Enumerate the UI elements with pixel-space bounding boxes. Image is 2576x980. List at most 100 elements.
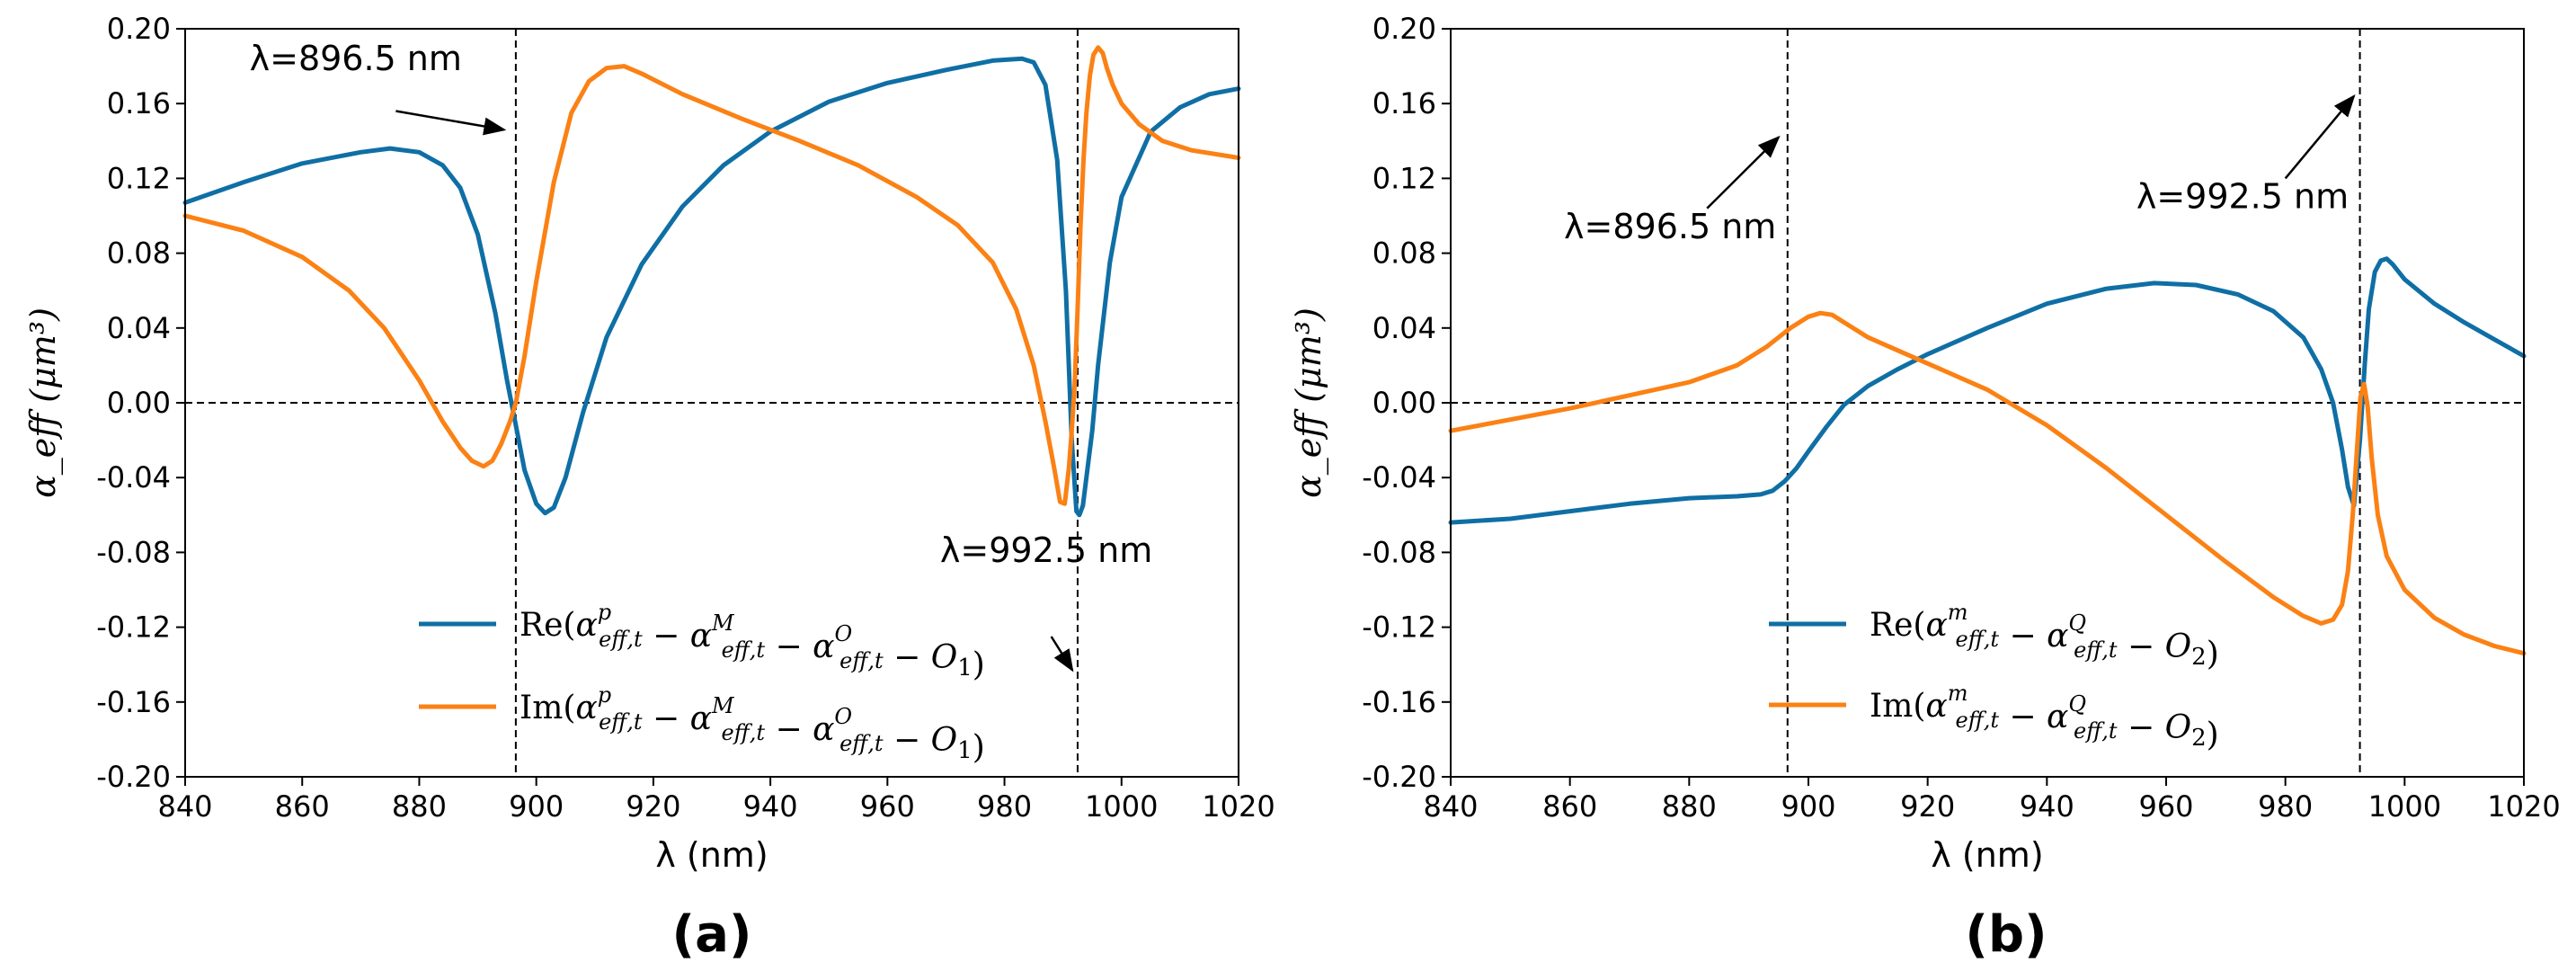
legend-alpha: α: [813, 711, 834, 748]
legend-minus: −: [643, 618, 690, 655]
resonance-annotation: λ=896.5 nm: [1564, 207, 1776, 246]
legend-o: O: [2165, 628, 2192, 665]
legend-superscript: m: [1948, 600, 1968, 625]
legend-subscript: eff,t: [1955, 708, 1999, 733]
legend-label-im: Im(αp eff,t − αM eff,t − αO eff,t − O1): [520, 682, 985, 766]
x-tick-label: 880: [392, 789, 447, 824]
x-tick-label: 1020: [1202, 789, 1275, 824]
y-tick-label: 0.08: [1372, 236, 1436, 271]
y-tick-label: -0.12: [1362, 610, 1436, 645]
y-tick-label: -0.20: [1362, 760, 1436, 794]
x-tick-label: 960: [2138, 789, 2193, 824]
y-tick-label: -0.04: [96, 460, 171, 494]
x-tick-label: 940: [743, 789, 798, 824]
legend-superscript: O: [834, 704, 852, 729]
y-tick-label: 0.12: [1372, 161, 1436, 195]
legend-subscript: 2: [2191, 644, 2207, 671]
x-tick-label: 980: [977, 789, 1032, 824]
legend-o: O: [931, 639, 958, 676]
legend-superscript: O: [834, 621, 852, 646]
y-tick-label: -0.20: [96, 760, 171, 794]
legend-suffix: ): [2207, 717, 2219, 753]
x-tick-label: 980: [2258, 789, 2313, 824]
y-tick-label: 0.08: [107, 236, 171, 271]
legend-alpha: α: [2047, 618, 2068, 655]
legend-alpha: α: [575, 607, 597, 644]
x-tick-label: 880: [1662, 789, 1717, 824]
panel-label: (a): [672, 905, 752, 964]
series-line-re: [1448, 256, 2527, 525]
legend-subscript: eff,t: [599, 627, 643, 652]
legend-suffix: ): [2207, 636, 2219, 673]
legend-minus: −: [2118, 709, 2165, 746]
legend-superscript: M: [711, 693, 735, 718]
x-tick-label: 960: [860, 789, 915, 824]
legend-minus: −: [765, 628, 813, 665]
legend-minus: −: [1999, 618, 2047, 655]
legend-subscript: 2: [2191, 725, 2207, 752]
y-tick-label: 0.04: [1372, 311, 1436, 345]
legend-subscript: 1: [957, 655, 973, 682]
legend-subscript: eff,t: [722, 637, 766, 663]
series-line-im: [182, 45, 1241, 506]
legend-prefix: Re(: [520, 607, 575, 644]
x-tick-label: 860: [1542, 789, 1597, 824]
y-tick-label: 0.16: [1372, 86, 1436, 120]
y-tick-label: 0.00: [1372, 386, 1436, 420]
legend-o: O: [2165, 709, 2192, 746]
x-tick-label: 840: [1423, 789, 1478, 824]
legend-suffix: ): [973, 729, 985, 766]
panel-a: 840 860 880 900 920 940 960 980 1000 1020 0.20 0.16…: [23, 12, 1275, 964]
legend-prefix: Im(: [1870, 688, 1925, 725]
legend-label-re: Re(αp eff,t − αM eff,t − αO eff,t − O1): [520, 600, 985, 683]
legend-prefix: Im(: [520, 690, 575, 726]
x-tick-label: 900: [509, 789, 564, 824]
x-axis-label: λ (nm): [1931, 835, 2043, 875]
legend-subscript: eff,t: [839, 648, 884, 673]
y-tick-label: 0.00: [107, 386, 171, 420]
legend-superscript: m: [1948, 681, 1968, 706]
legend-suffix: ): [973, 646, 985, 683]
x-tick-label: 1000: [2368, 789, 2441, 824]
legend-alpha: α: [690, 618, 712, 655]
legend-subscript: 1: [957, 737, 973, 764]
legend-superscript: Q: [2068, 691, 2086, 717]
legend-minus: −: [765, 711, 813, 748]
legend-minus: −: [884, 722, 931, 759]
x-tick-label: 860: [275, 789, 330, 824]
y-tick-label: -0.04: [1362, 460, 1436, 494]
y-tick-label: 0.16: [107, 86, 171, 120]
y-tick-label: 0.20: [1372, 12, 1436, 46]
x-tick-label: 840: [157, 789, 212, 824]
legend-alpha: α: [1925, 607, 1947, 644]
x-tick-label: 1020: [2487, 789, 2560, 824]
legend-subscript: eff,t: [839, 731, 884, 756]
legend-subscript: eff,t: [599, 709, 643, 735]
y-tick-label: -0.08: [96, 535, 171, 569]
legend-label-re: Re(αm eff,t − αQ eff,t − O2): [1870, 600, 2219, 673]
legend-superscript: p: [598, 682, 611, 708]
y-axis-label: α_eff (μm³): [1289, 307, 1329, 498]
legend-subscript: eff,t: [722, 720, 766, 745]
y-tick-label: 0.20: [107, 12, 171, 46]
annotation-arrow: [2284, 94, 2356, 180]
series-line-im: [1448, 310, 2527, 656]
legend-superscript: M: [711, 610, 735, 636]
legend-label-im: Im(αm eff,t − αQ eff,t − O2): [1870, 681, 2219, 753]
x-tick-label: 920: [1900, 789, 1955, 824]
y-tick-label: -0.16: [96, 685, 171, 719]
legend-superscript: p: [598, 600, 611, 625]
resonance-annotation: λ=992.5 nm: [2136, 177, 2349, 217]
legend-minus: −: [1999, 699, 2047, 735]
panel-label: (b): [1965, 905, 2047, 964]
y-tick-label: -0.12: [96, 610, 171, 645]
resonance-annotation: λ=896.5 nm: [250, 39, 462, 78]
x-tick-label: 940: [2020, 789, 2074, 824]
y-tick-label: 0.12: [107, 161, 171, 195]
legend-subscript: eff,t: [2074, 718, 2118, 744]
panel-b: 840 860 880 900 920 940 960 980 1000 1020 0.20 0.16…: [1289, 12, 2561, 964]
legend-alpha: α: [575, 690, 597, 726]
annotation-arrow: [395, 110, 507, 136]
y-axis-label: α_eff (μm³): [23, 307, 64, 498]
